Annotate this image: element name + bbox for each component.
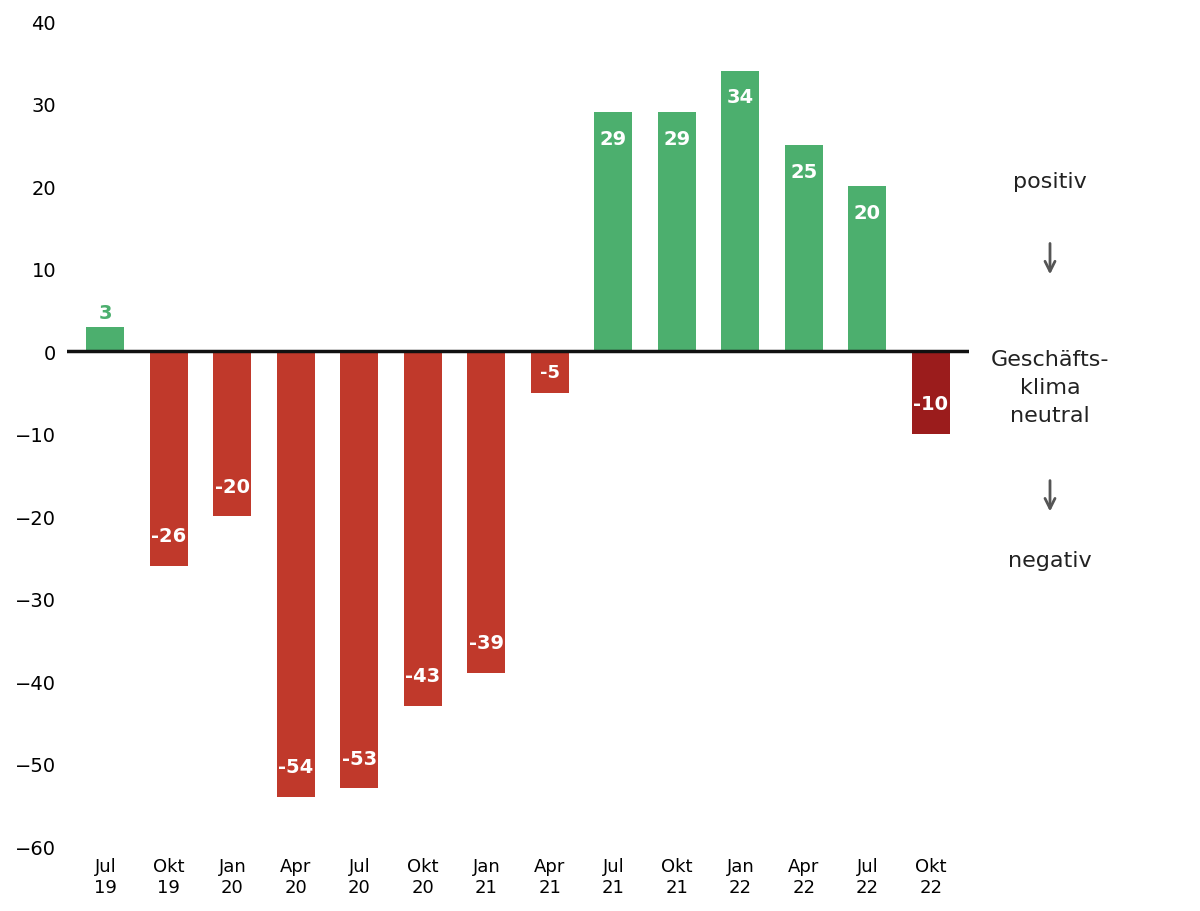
Text: -39: -39 [469, 634, 504, 652]
Bar [277, 352, 314, 797]
Text: 34: 34 [727, 88, 754, 107]
Bar [721, 72, 760, 352]
Bar [214, 352, 251, 517]
Bar [912, 352, 950, 435]
Bar [530, 352, 569, 394]
Text: -20: -20 [215, 477, 250, 496]
Bar [785, 146, 823, 352]
Bar [594, 113, 632, 352]
Bar [658, 113, 696, 352]
Bar [467, 352, 505, 673]
Text: positiv: positiv [1013, 172, 1087, 192]
Text: -10: -10 [913, 394, 948, 414]
Bar [848, 188, 887, 352]
Text: negativ: negativ [1008, 550, 1092, 570]
Text: 20: 20 [854, 204, 881, 222]
Text: 29: 29 [600, 129, 626, 148]
Text: 25: 25 [791, 162, 817, 181]
Bar [86, 327, 125, 352]
Text: -53: -53 [342, 749, 377, 768]
Text: 3: 3 [98, 304, 112, 323]
Text: -26: -26 [151, 527, 186, 546]
Text: 29: 29 [664, 129, 690, 148]
Bar [404, 352, 442, 706]
Bar [150, 352, 188, 566]
Text: -54: -54 [278, 757, 313, 776]
Bar [341, 352, 378, 789]
Text: -5: -5 [540, 363, 560, 382]
Text: -43: -43 [406, 667, 440, 686]
Text: Geschäfts-
klima
neutral: Geschäfts- klima neutral [991, 349, 1109, 425]
